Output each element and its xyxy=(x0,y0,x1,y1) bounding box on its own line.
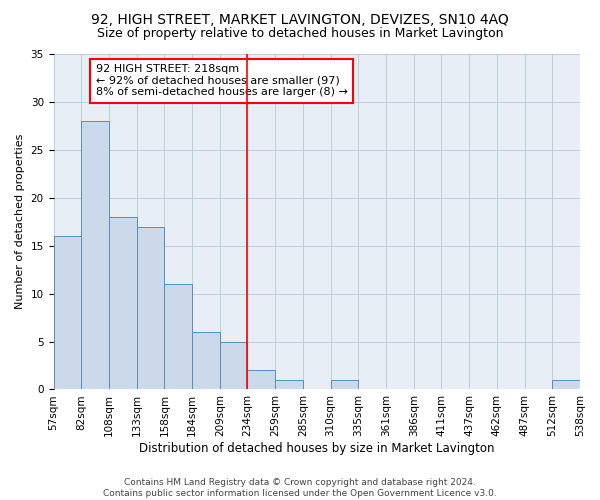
Y-axis label: Number of detached properties: Number of detached properties xyxy=(15,134,25,310)
Bar xyxy=(109,217,137,390)
Bar xyxy=(331,380,358,390)
X-axis label: Distribution of detached houses by size in Market Lavington: Distribution of detached houses by size … xyxy=(139,442,494,455)
Bar xyxy=(81,121,109,390)
Text: 92, HIGH STREET, MARKET LAVINGTON, DEVIZES, SN10 4AQ: 92, HIGH STREET, MARKET LAVINGTON, DEVIZ… xyxy=(91,12,509,26)
Text: Size of property relative to detached houses in Market Lavington: Size of property relative to detached ho… xyxy=(97,28,503,40)
Text: 92 HIGH STREET: 218sqm
← 92% of detached houses are smaller (97)
8% of semi-deta: 92 HIGH STREET: 218sqm ← 92% of detached… xyxy=(95,64,347,98)
Bar xyxy=(220,342,247,390)
Bar xyxy=(164,284,192,390)
Bar xyxy=(247,370,275,390)
Bar xyxy=(137,226,164,390)
Bar xyxy=(275,380,303,390)
Text: Contains HM Land Registry data © Crown copyright and database right 2024.
Contai: Contains HM Land Registry data © Crown c… xyxy=(103,478,497,498)
Bar xyxy=(552,380,580,390)
Bar xyxy=(192,332,220,390)
Bar xyxy=(53,236,81,390)
